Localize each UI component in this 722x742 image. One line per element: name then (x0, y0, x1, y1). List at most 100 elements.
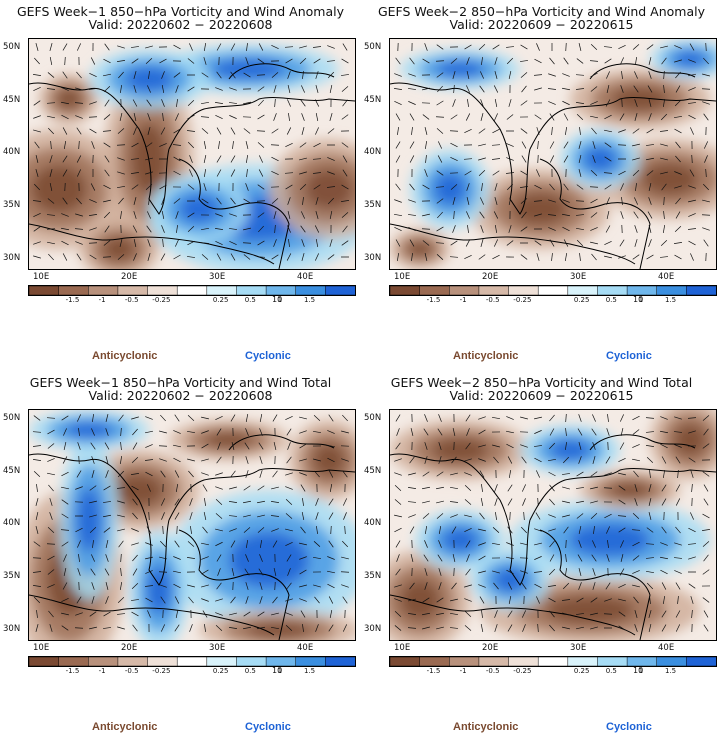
colorbar-label: 0.25 (573, 296, 590, 304)
colorbar-swatch (597, 286, 628, 295)
wind-arrow (62, 71, 68, 79)
wind-arrow (327, 457, 335, 463)
wind-arrow (90, 568, 96, 576)
wind-arrow (104, 155, 110, 163)
wind-arrow (132, 225, 138, 233)
wind-arrow (315, 197, 319, 205)
wind-arrow (562, 486, 570, 490)
wind-arrow (424, 43, 428, 51)
wind-arrow (590, 212, 598, 218)
wind-arrow (646, 582, 654, 590)
wind-arrow (579, 252, 581, 262)
latitude-label: 30N (3, 624, 21, 634)
wind-arrow (285, 612, 293, 616)
cyclonic-area (77, 488, 101, 552)
wind-arrow (47, 527, 55, 533)
wind-arrow (479, 512, 485, 520)
wind-arrow (187, 240, 195, 246)
wind-arrow (147, 85, 151, 93)
wind-arrow (62, 127, 68, 135)
wind-arrow (423, 554, 429, 562)
wind-arrow (436, 597, 444, 603)
wind-arrow (104, 99, 110, 107)
wind-arrow (478, 44, 486, 50)
wind-arrow (89, 199, 97, 203)
colorbar-swatch (265, 286, 297, 295)
colorbar-label: -0.25 (513, 667, 532, 675)
wind-arrow (330, 525, 332, 535)
cyclonic-area (229, 532, 309, 588)
wind-arrow (78, 140, 80, 150)
wind-arrow (313, 142, 321, 148)
wind-arrow (49, 512, 53, 520)
wind-arrow (259, 470, 263, 478)
colorbar-swatch (147, 286, 178, 295)
wind-arrow (536, 596, 540, 604)
vorticity-field (390, 39, 716, 269)
wind-arrow (606, 428, 610, 436)
wind-arrow (688, 185, 696, 189)
wind-arrow (159, 143, 167, 147)
wind-arrow (703, 141, 709, 149)
wind-arrow (492, 44, 500, 50)
wind-arrow (103, 114, 111, 120)
wind-arrow (243, 128, 251, 134)
wind-arrow (534, 542, 542, 546)
wind-arrow (661, 624, 667, 632)
wind-arrow (299, 430, 307, 434)
wind-arrow (452, 225, 456, 233)
wind-arrow (202, 526, 208, 534)
wind-arrow (394, 584, 402, 588)
wind-arrow (646, 527, 654, 533)
wind-arrow (576, 597, 584, 603)
wind-arrow (589, 186, 599, 188)
longitude-label: 30E (570, 272, 587, 282)
wind-arrow (47, 198, 55, 204)
wind-arrow (634, 71, 638, 79)
wind-arrow (145, 171, 153, 175)
wind-arrow (645, 543, 655, 545)
wind-arrow (243, 254, 251, 260)
wind-arrow (549, 57, 555, 65)
wind-arrow (103, 142, 111, 148)
wind-arrow (660, 45, 668, 49)
wind-arrow (547, 88, 557, 90)
wind-arrow (187, 458, 195, 462)
wind-arrow (232, 140, 234, 150)
colorbar-swatch (117, 286, 149, 295)
wind-arrow (549, 113, 555, 121)
wind-arrow (674, 45, 682, 49)
wind-arrow (286, 582, 292, 590)
wind-arrow (33, 213, 41, 217)
wind-arrow (549, 414, 555, 422)
wind-arrow (259, 428, 263, 436)
wind-arrow (131, 184, 139, 190)
wind-arrow (174, 470, 180, 478)
wind-arrow (175, 610, 179, 618)
wind-arrow (341, 212, 349, 218)
wind-arrow (243, 101, 251, 105)
wind-arrow (577, 428, 583, 436)
wind-arrow (480, 99, 484, 107)
wind-arrow (301, 127, 305, 135)
wind-arrow (300, 211, 306, 219)
colorbar-label: -0.5 (124, 667, 139, 675)
wind-arrow (312, 46, 322, 48)
wind-arrow (173, 170, 181, 176)
wind-arrow (117, 596, 125, 604)
anticyclonic-area (612, 87, 668, 111)
wind-arrow (215, 625, 223, 631)
wind-arrow (688, 87, 696, 91)
wind-arrow (273, 113, 277, 121)
wind-arrow (189, 155, 193, 163)
wind-arrow (105, 470, 109, 478)
wind-arrow (492, 570, 500, 574)
wind-arrow (407, 627, 417, 629)
wind-arrow (422, 626, 430, 630)
wind-arrow (117, 128, 125, 134)
vorticity-map (389, 38, 717, 270)
wind-arrow (703, 484, 709, 492)
wind-arrow (161, 85, 165, 93)
wind-arrow (675, 456, 681, 464)
wind-arrow (258, 99, 264, 107)
